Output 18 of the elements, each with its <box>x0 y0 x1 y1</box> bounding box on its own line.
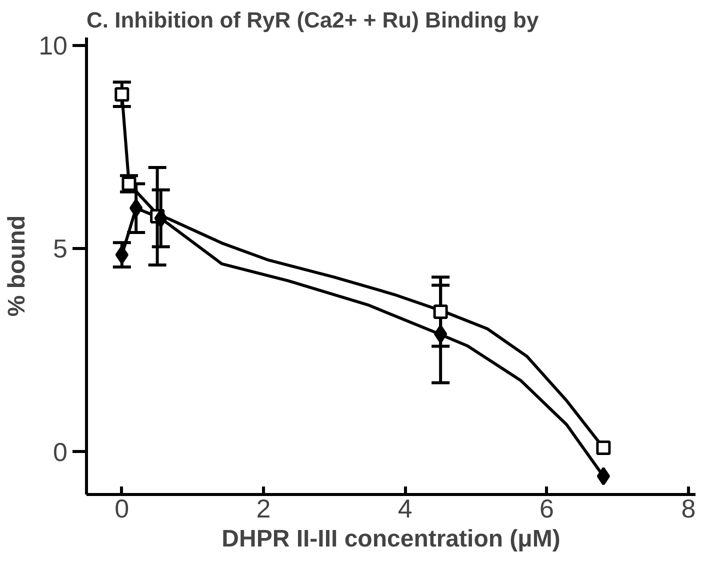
point <box>115 246 128 264</box>
x-tick-label: 4 <box>398 494 412 524</box>
x-tick-label: 2 <box>256 494 271 524</box>
y-axis-title: % bound <box>4 215 31 317</box>
x-axis-title: DHPR II-III concentration (μM) <box>222 526 560 552</box>
chart-title: C. Inhibition of RyR (Ca2+ + Ru) Binding by <box>86 8 540 32</box>
x-tick-label: 6 <box>540 494 554 524</box>
point <box>596 440 611 456</box>
x-tick-label: 0 <box>114 494 130 524</box>
point <box>433 304 448 319</box>
x-tick-label: 8 <box>681 494 696 524</box>
point <box>114 87 130 102</box>
y-tick-label: 5 <box>53 234 68 264</box>
y-tick-label: 10 <box>38 30 68 61</box>
point <box>434 324 448 344</box>
point <box>129 198 143 218</box>
y-tick-label: 0 <box>53 436 68 467</box>
point <box>596 466 610 486</box>
